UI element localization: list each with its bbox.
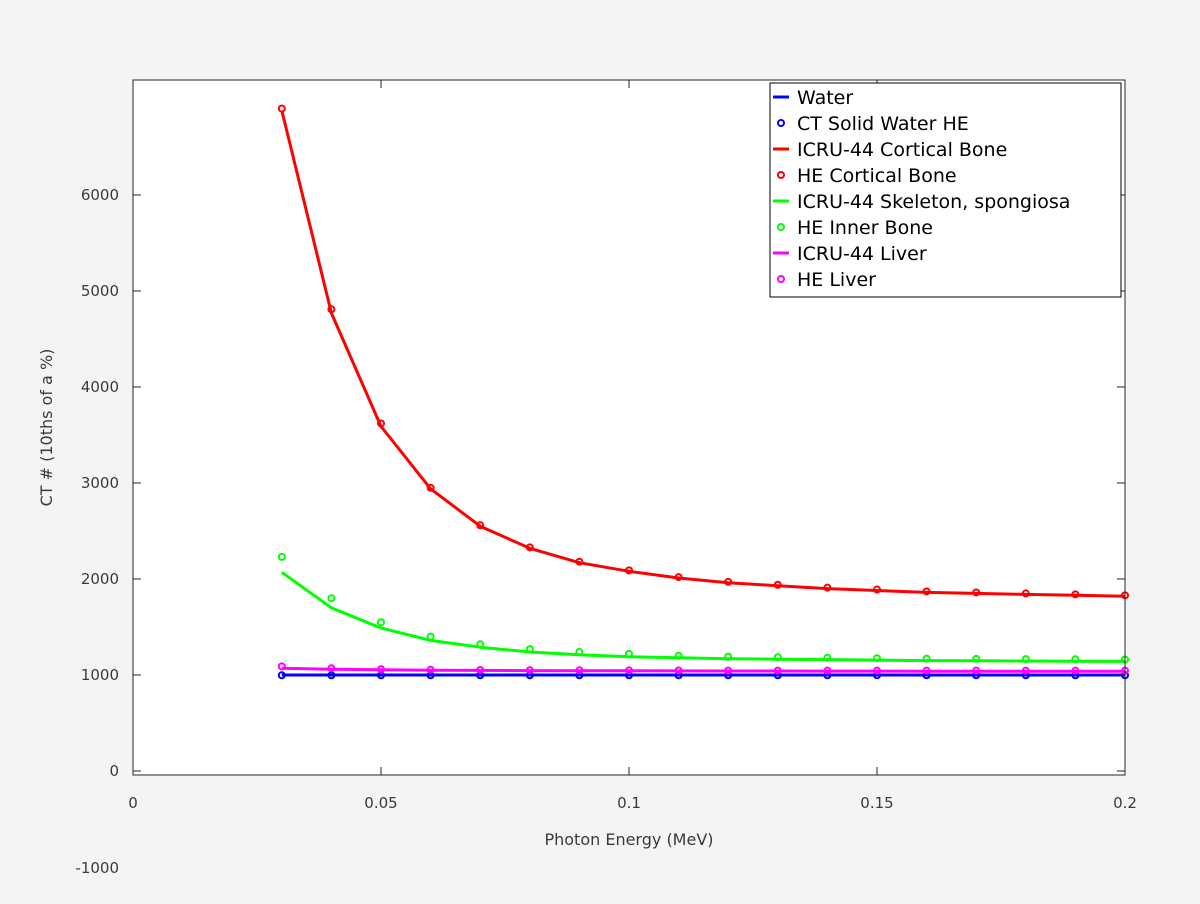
data-point-ct-solid-water-he-0: [277, 671, 286, 680]
y-tick-label-6: 6000: [81, 186, 119, 204]
legend-label-ct-solid-water-he: CT Solid Water HE: [797, 113, 969, 135]
data-point-he-liver-11: [823, 666, 832, 675]
y-tick-label-1: 1000: [81, 666, 119, 684]
x-tick-label-1: 0.05: [364, 794, 397, 812]
data-point-he-cortical-bone-0: [277, 104, 286, 113]
data-point-he-liver-10: [773, 666, 782, 675]
series-line-icru-44-liver: [281, 666, 1125, 673]
data-point-he-liver-6: [575, 666, 584, 675]
data-point-he-liver-5: [525, 666, 534, 675]
data-point-he-inner-bone-6: [575, 647, 584, 656]
data-point-he-inner-bone-1: [327, 594, 336, 603]
data-point-he-liver-4: [476, 666, 485, 675]
data-point-he-cortical-bone-12: [873, 585, 881, 594]
data-point-he-inner-bone-11: [823, 653, 832, 662]
x-tick-label-2: 0.1: [617, 794, 641, 812]
data-point-he-liver-12: [873, 666, 881, 675]
data-point-ct-solid-water-he-1: [327, 671, 336, 680]
data-point-he-inner-bone-15: [1021, 655, 1030, 664]
legend-label-he-liver: HE Liver: [797, 269, 876, 291]
data-point-he-inner-bone-7: [625, 649, 633, 658]
data-point-he-liver-15: [1021, 666, 1030, 675]
y-tick-label-4: 4000: [81, 378, 119, 396]
x-axis-label: Photon Energy (MeV): [544, 830, 713, 849]
x-tick-label-3: 0.15: [860, 794, 893, 812]
legend-label-water: Water: [797, 87, 853, 109]
data-point-he-cortical-bone-14: [972, 588, 981, 597]
y-tick-label-2: 2000: [81, 570, 119, 588]
data-point-he-cortical-bone-5: [525, 543, 534, 552]
extra-y-label: -1000: [75, 859, 119, 877]
data-point-he-inner-bone-0: [277, 552, 286, 561]
data-point-he-liver-2: [377, 665, 385, 674]
legend-label-icru-44-liver: ICRU-44 Liver: [797, 243, 927, 265]
data-point-he-liver-9: [724, 666, 733, 675]
data-point-he-cortical-bone-2: [377, 419, 385, 428]
y-axis-label: CT # (10ths of a %): [37, 349, 56, 507]
data-point-he-cortical-bone-9: [724, 577, 733, 586]
data-point-he-cortical-bone-3: [426, 483, 435, 492]
data-point-he-liver-3: [426, 665, 435, 674]
data-point-he-cortical-bone-15: [1021, 589, 1030, 598]
data-point-he-inner-bone-2: [377, 618, 385, 627]
x-tick-label-4: 0.2: [1113, 794, 1137, 812]
data-point-he-inner-bone-10: [773, 653, 782, 662]
data-point-he-cortical-bone-11: [823, 583, 832, 592]
series-line-icru-44-cortical-bone: [280, 110, 1126, 598]
legend-label-he-cortical-bone: HE Cortical Bone: [797, 165, 957, 187]
legend-swatch-he-cortical-bone: [777, 171, 785, 179]
data-point-he-liver-14: [972, 666, 981, 675]
legend-box: [769, 82, 1122, 298]
data-point-he-liver-8: [674, 666, 683, 675]
legend-label-icru-44-skeleton-spongiosa: ICRU-44 Skeleton, spongiosa: [797, 191, 1070, 213]
data-point-he-inner-bone-16: [1071, 655, 1080, 664]
y-tick-label-5: 5000: [81, 282, 119, 300]
data-point-he-cortical-bone-7: [625, 566, 633, 575]
data-point-he-cortical-bone-10: [773, 580, 782, 589]
data-point-he-inner-bone-13: [922, 654, 931, 663]
data-point-ct-solid-water-he-6: [575, 671, 584, 680]
data-point-he-inner-bone-12: [873, 654, 881, 663]
legend-swatch-ct-solid-water-he: [777, 119, 785, 127]
data-point-he-cortical-bone-13: [922, 587, 931, 596]
data-point-he-cortical-bone-4: [476, 521, 485, 530]
legend-label-he-inner-bone: HE Inner Bone: [797, 217, 933, 239]
data-point-he-cortical-bone-8: [674, 573, 683, 582]
data-point-he-liver-13: [922, 666, 931, 675]
data-point-he-inner-bone-4: [476, 640, 485, 649]
data-point-he-inner-bone-8: [674, 651, 683, 660]
x-tick-label-0: 0: [128, 794, 138, 812]
data-point-he-cortical-bone-16: [1071, 590, 1080, 599]
data-point-he-inner-bone-14: [972, 654, 981, 663]
data-point-he-inner-bone-3: [426, 632, 435, 641]
data-point-he-liver-1: [327, 664, 336, 673]
series-line-icru-44-skeleton-spongiosa: [280, 571, 1126, 663]
legend-swatch-he-inner-bone: [777, 223, 785, 231]
data-point-he-cortical-bone-6: [575, 557, 584, 566]
data-point-he-inner-bone-5: [525, 645, 534, 654]
data-point-he-liver-7: [625, 666, 633, 675]
legend-label-icru-44-cortical-bone: ICRU-44 Cortical Bone: [797, 139, 1007, 161]
data-point-he-liver-16: [1071, 666, 1080, 675]
data-point-he-liver-0: [277, 662, 286, 671]
legend-swatch-he-liver: [777, 275, 785, 283]
y-tick-label-0: 0: [109, 762, 119, 780]
y-tick-label-3: 3000: [81, 474, 119, 492]
data-point-he-inner-bone-9: [724, 652, 733, 661]
data-point-he-cortical-bone-1: [327, 305, 336, 314]
